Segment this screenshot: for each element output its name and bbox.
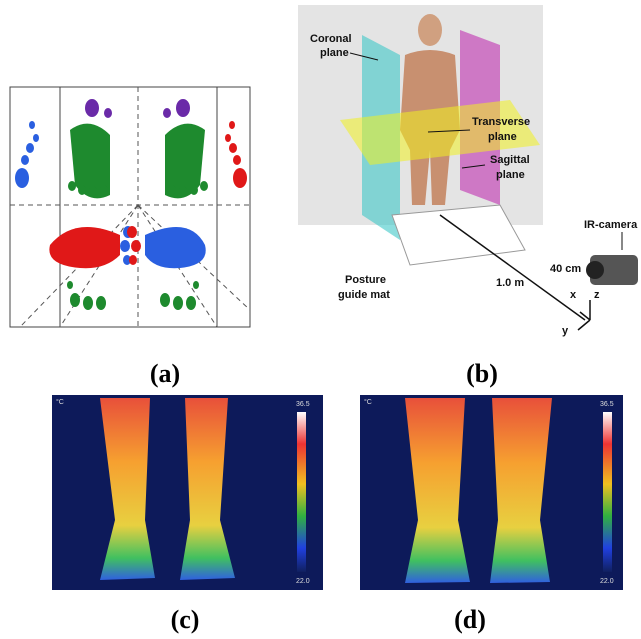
annotation: Posture	[345, 274, 386, 286]
annotation: Coronal	[310, 33, 352, 45]
scale-max: 36.5	[296, 401, 310, 408]
unit-label: °C	[56, 398, 64, 406]
scale-max: 36.5	[600, 401, 614, 408]
panel-label: (b)	[466, 359, 498, 388]
annotation: guide mat	[338, 289, 390, 301]
axis-label: z	[594, 289, 600, 301]
annotation: plane	[488, 131, 517, 143]
panel-label: (d)	[454, 605, 486, 634]
panel-a	[10, 87, 250, 327]
panel-d: °C 36.5 22.0	[360, 395, 623, 590]
annotation: IR-camera	[584, 219, 638, 231]
annotation: 1.0 m	[496, 277, 524, 289]
annotation: Sagittal	[490, 154, 530, 166]
unit-label: °C	[364, 398, 372, 406]
figure: (a) Coronal plane Transverse plane Sagit…	[0, 0, 641, 639]
panel-label: (a)	[150, 359, 180, 388]
axis-label: y	[562, 325, 569, 337]
scale-min: 22.0	[296, 578, 310, 585]
annotation: Transverse	[472, 116, 530, 128]
annotation: 40 cm	[550, 263, 581, 275]
panel-c: °C 36.5 22.0	[52, 395, 323, 590]
scale-min: 22.0	[600, 578, 614, 585]
panel-label: (c)	[171, 605, 200, 634]
panel-b: Coronal plane Transverse plane Sagittal …	[298, 5, 638, 337]
annotation: plane	[496, 169, 525, 181]
axis-label: x	[570, 289, 577, 301]
annotation: plane	[320, 47, 349, 59]
